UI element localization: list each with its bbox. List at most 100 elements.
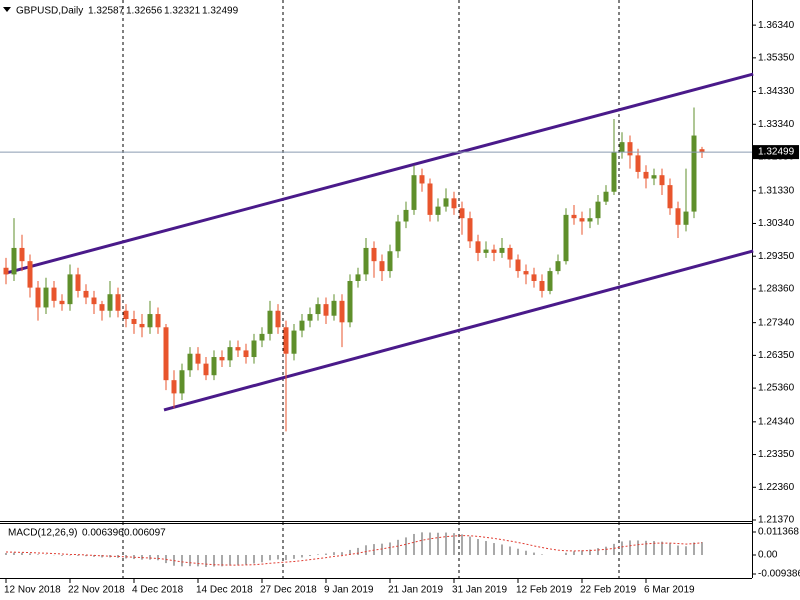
candle-body xyxy=(363,247,369,275)
candle-body xyxy=(395,221,401,252)
chart-title: GBPUSD,Daily xyxy=(16,6,83,17)
candle-body xyxy=(83,290,89,298)
frame xyxy=(0,0,753,579)
y-tick-label: 1.34330 xyxy=(758,86,795,97)
candle-body xyxy=(547,271,553,291)
signal-value: 0.006097 xyxy=(124,528,166,539)
candle-body xyxy=(539,280,545,291)
candle-body xyxy=(499,247,505,253)
candle-body xyxy=(419,175,425,184)
candle-body xyxy=(331,300,337,316)
candle-body xyxy=(139,323,145,328)
candle-body xyxy=(179,370,185,394)
candle-body xyxy=(195,353,201,364)
separators xyxy=(122,0,620,578)
candle-body xyxy=(619,142,625,153)
candle-body xyxy=(467,218,473,242)
candle-body xyxy=(35,287,41,308)
candle-body xyxy=(459,208,465,219)
candle-body xyxy=(67,274,73,305)
candle-body xyxy=(611,152,617,192)
candle-body xyxy=(531,274,537,281)
candle-body xyxy=(243,350,249,358)
candle-body xyxy=(131,319,137,324)
candle-body xyxy=(99,304,105,311)
signal-line xyxy=(5,535,703,566)
candle-body xyxy=(3,267,9,275)
y-tick-label: 0.011368 xyxy=(758,527,799,538)
candle-body xyxy=(27,261,33,288)
x-tick-label: 14 Dec 2018 xyxy=(196,585,253,596)
candle-body xyxy=(11,247,17,275)
candle-body xyxy=(411,175,417,210)
x-tick-label: 22 Feb 2019 xyxy=(580,585,637,596)
candle-body xyxy=(483,249,489,253)
candle-body xyxy=(147,314,153,328)
candle-body xyxy=(555,261,561,272)
candle-body xyxy=(219,357,225,361)
y-tick-label: 1.24340 xyxy=(758,416,795,427)
ohlc-low: 1.32321 xyxy=(164,6,201,17)
trendline xyxy=(163,249,754,412)
y-tick-label: 1.23350 xyxy=(758,449,795,460)
y-tick-label: 1.21370 xyxy=(758,515,795,526)
candle-body xyxy=(507,247,513,260)
y-tick-label: -0.009386 xyxy=(758,569,800,580)
y-tick-label: 1.31330 xyxy=(758,185,795,196)
candle-body xyxy=(387,251,393,272)
candle-body xyxy=(43,287,49,308)
candle-body xyxy=(699,149,705,153)
y-tick-label: 1.28360 xyxy=(758,284,795,295)
candle-body xyxy=(451,198,457,209)
candle-body xyxy=(587,218,593,222)
candle-body xyxy=(51,287,57,301)
candle-body xyxy=(315,304,321,315)
candle-body xyxy=(571,214,577,219)
ohlc-high: 1.32656 xyxy=(126,6,163,17)
candle-body xyxy=(659,175,665,186)
candle-body xyxy=(675,208,681,225)
x-tick-label: 9 Jan 2019 xyxy=(324,585,374,596)
macd-value: 0.006396 xyxy=(82,528,124,539)
candle-body xyxy=(203,363,209,376)
macd-title: MACD(12,26,9) xyxy=(8,528,77,539)
trendline xyxy=(5,72,754,275)
candle-body xyxy=(211,357,217,376)
candle-body xyxy=(603,191,609,202)
candle-body xyxy=(651,175,657,179)
candle-body xyxy=(227,347,233,361)
candle-body xyxy=(515,259,521,272)
y-tick-label: 1.29350 xyxy=(758,251,795,262)
candle-body xyxy=(19,247,25,262)
menu-triangle xyxy=(3,7,11,12)
candle-body xyxy=(475,241,481,253)
y-tick-label: 1.33340 xyxy=(758,119,795,130)
candle-body xyxy=(435,206,441,215)
candle-body xyxy=(563,214,569,262)
y-tick-label: 1.27340 xyxy=(758,317,795,328)
candle-body xyxy=(251,340,257,358)
candle-body xyxy=(155,314,161,328)
candle-body xyxy=(339,300,345,323)
candle-body xyxy=(579,218,585,222)
x-tick-label: 21 Jan 2019 xyxy=(388,585,443,596)
candle-body xyxy=(75,274,81,291)
candle-body xyxy=(171,380,177,394)
y-tick-label: 1.36340 xyxy=(758,20,795,31)
candle-body xyxy=(115,294,121,311)
candle-body xyxy=(275,310,281,328)
candle-body xyxy=(267,310,273,334)
y-tick-label: 1.26350 xyxy=(758,350,795,361)
candle-body xyxy=(91,297,97,305)
y-tick-label: 0.00 xyxy=(758,550,778,561)
candle-body xyxy=(347,280,353,323)
candle-body xyxy=(403,209,409,222)
candle-body xyxy=(627,142,633,156)
candle-body xyxy=(443,198,449,207)
x-tick-label: 22 Nov 2018 xyxy=(68,585,125,596)
candle-body xyxy=(123,310,129,320)
y-tick-label: 1.35350 xyxy=(758,52,795,63)
y-tick-label: 1.22360 xyxy=(758,482,795,493)
